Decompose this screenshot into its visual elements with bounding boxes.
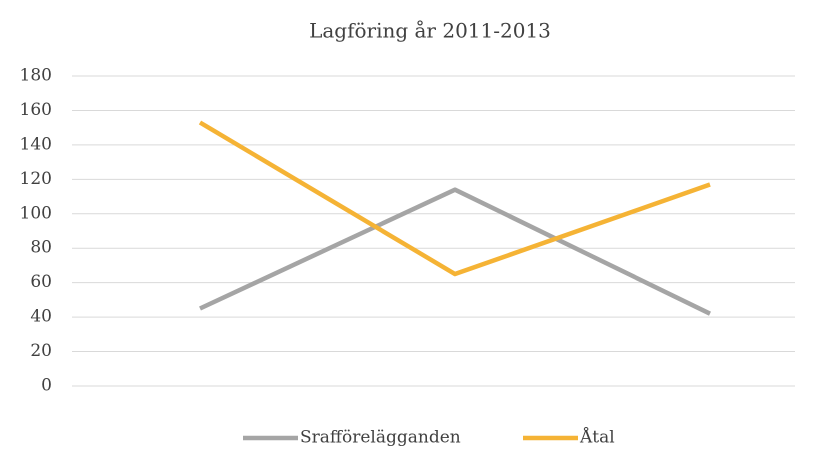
y-tick-label: 160 (20, 100, 52, 120)
y-tick-label: 60 (30, 272, 52, 292)
legend-label: Åtal (579, 427, 615, 448)
y-tick-label: 120 (20, 169, 52, 189)
y-tick-label: 40 (30, 307, 52, 327)
series-line (198, 120, 711, 277)
y-tick-label: 140 (20, 134, 52, 154)
y-tick-label: 0 (41, 376, 52, 396)
series-line (199, 187, 711, 316)
chart-title: Lagföring år 2011-2013 (309, 19, 551, 43)
y-tick-label: 80 (30, 238, 52, 258)
y-tick-label: 20 (30, 341, 52, 361)
y-tick-label: 100 (20, 203, 52, 223)
legend-label: Srafförelägganden (300, 428, 461, 448)
y-tick-label: 180 (20, 66, 52, 86)
